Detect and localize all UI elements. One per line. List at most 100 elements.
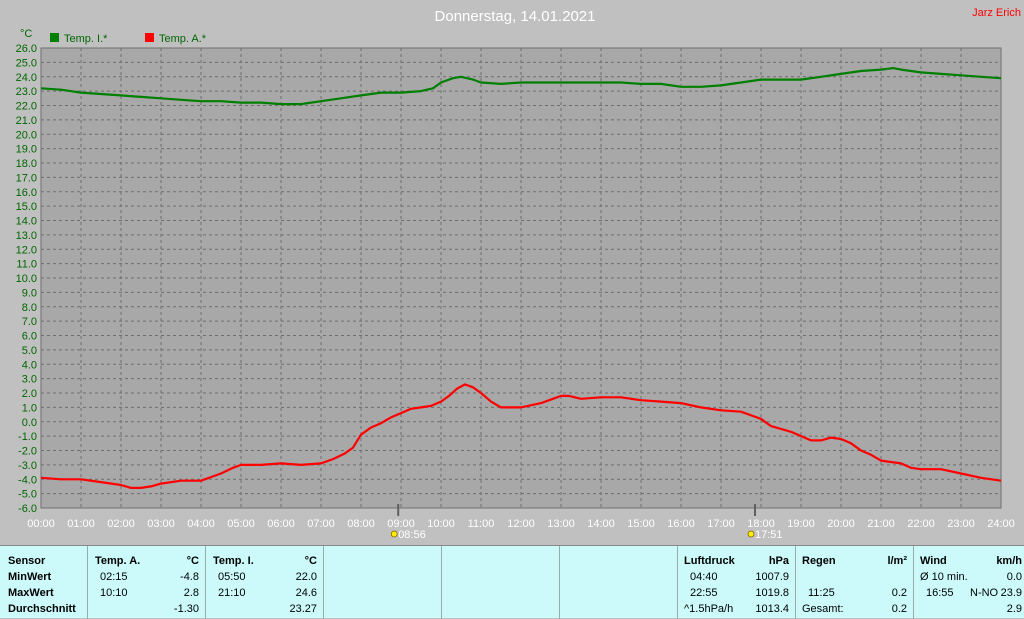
sunrise-time-label: 08:56 [398, 529, 426, 541]
sensor-max-label: MaxWert [8, 587, 54, 599]
x-tick-label: 10:00 [427, 518, 455, 530]
y-tick-label: 10.0 [16, 273, 37, 285]
x-tick-label: 09:00 [387, 518, 415, 530]
legend-label-temp-i: Temp. I.* [64, 33, 108, 45]
y-tick-label: 9.0 [22, 287, 37, 299]
y-tick-label: 4.0 [22, 359, 37, 371]
temp-i-min-value: 22.0 [295, 571, 317, 583]
temp-i-unit: °C [304, 555, 317, 567]
rain-total-label: Gesamt: [802, 603, 844, 615]
wind-avg-value: 0.0 [1006, 571, 1022, 583]
x-tick-label: 04:00 [187, 518, 215, 530]
y-tick-label: 1.0 [22, 402, 37, 414]
y-tick-label: 26.0 [16, 43, 37, 55]
y-tick-label: 19.0 [16, 144, 37, 156]
y-tick-label: 17.0 [16, 172, 37, 184]
stats-col-rain: Regen l/m² 11:25 0.2 Gesamt: 0.2 [796, 546, 914, 619]
x-tick-label: 11:00 [468, 518, 495, 530]
legend-swatch-temp-i [50, 33, 59, 42]
stats-col-temp-i: Temp. I. °C 05:50 22.0 21:10 24.6 23.27 [206, 546, 324, 619]
wind-avg-label: Ø 10 min. [920, 571, 968, 583]
y-tick-label: 2.0 [22, 388, 37, 400]
wind-max-direction: N-NO [970, 587, 999, 599]
x-tick-label: 02:00 [107, 518, 135, 530]
y-tick-label: 11.0 [16, 259, 37, 271]
temp-a-header: Temp. A. [95, 555, 141, 567]
wind-max-time: 16:55 [926, 587, 954, 599]
pressure-trend-value: 1013.4 [755, 603, 789, 615]
x-tick-label: 22:00 [907, 518, 935, 530]
rain-total-value: 0.2 [891, 603, 907, 615]
temp-a-avg-value: -1.30 [173, 603, 199, 615]
sensor-min-label: MinWert [8, 571, 52, 583]
stats-col-empty-3 [560, 546, 678, 619]
stats-col-temp-a: Temp. A. °C 02:15 -4.8 10:10 2.8 -1.30 [88, 546, 206, 619]
pressure-unit: hPa [768, 555, 789, 567]
stats-col-wind: Wind km/h Ø 10 min. 0.0 16:55 N-NO 23.9 … [914, 546, 1024, 619]
x-tick-label: 07:00 [307, 518, 335, 530]
y-tick-label: 23.0 [16, 86, 37, 98]
temp-a-max-time: 10:10 [100, 587, 128, 599]
y-tick-label: -2.0 [18, 446, 37, 458]
chart: 26.0 25.0 24.0 23.0 22.0 21.0 20.0 19.0 18.0 17.0… [16, 7, 1021, 541]
temp-a-min-time: 02:15 [100, 571, 128, 583]
x-tick-label: 01:00 [67, 518, 95, 530]
y-tick-label: 14.0 [16, 216, 37, 228]
y-tick-label: 13.0 [16, 230, 37, 242]
sunrise-icon [390, 530, 398, 538]
y-tick-label: 18.0 [16, 158, 37, 170]
grid [40, 47, 1002, 509]
rain-header: Regen [802, 555, 836, 567]
x-tick-label: 20:00 [827, 518, 855, 530]
temp-i-max-value: 24.6 [295, 587, 317, 599]
legend-label-temp-a: Temp. A.* [159, 33, 207, 45]
rain-unit: l/m² [887, 555, 907, 567]
y-tick-label: 24.0 [16, 72, 37, 84]
x-tick-label: 00:00 [27, 518, 55, 530]
time-markers: 08:56 17:51 [390, 504, 783, 541]
x-tick-label: 13:00 [547, 518, 575, 530]
temp-a-unit: °C [186, 555, 199, 567]
pressure-max-value: 1019.8 [755, 587, 789, 599]
legend-swatch-temp-a [145, 33, 154, 42]
y-tick-label: 25.0 [16, 57, 37, 69]
y-tick-label: 22.0 [16, 101, 37, 113]
stats-col-sensor: Sensor MinWert MaxWert Durchschnitt [0, 546, 88, 619]
plot-border [40, 47, 1002, 509]
y-axis-unit: °C [20, 28, 32, 40]
x-tick-labels: 00:00 01:00 02:00 03:00 04:00 05:00 06:00 07:00… [27, 518, 1015, 530]
temp-a-max-value: 2.8 [183, 587, 199, 599]
stats-col-empty-2 [442, 546, 560, 619]
y-tick-label: 15.0 [16, 201, 37, 213]
x-tick-label: 18:00 [747, 518, 775, 530]
sensor-header: Sensor [8, 555, 46, 567]
stats-col-empty-1 [324, 546, 442, 619]
wind-last-value: 2.9 [1006, 603, 1022, 615]
temp-i-max-time: 21:10 [218, 587, 246, 599]
series-line-temp-i [40, 66, 1002, 106]
wind-max-value: 23.9 [1000, 587, 1022, 599]
temp-i-avg-value: 23.27 [289, 603, 317, 615]
y-tick-label: 5.0 [22, 345, 37, 357]
y-tick-labels: 26.0 25.0 24.0 23.0 22.0 21.0 20.0 19.0 18.0 17.0… [16, 43, 37, 515]
chart-title: Donnerstag, 14.01.2021 [435, 8, 596, 25]
x-tick-label: 16:00 [667, 518, 695, 530]
y-tick-label: 21.0 [16, 115, 37, 127]
y-tick-label: 16.0 [16, 187, 37, 199]
y-tick-label: -4.0 [18, 474, 37, 486]
sunset-icon [747, 530, 755, 538]
y-tick-label: 3.0 [22, 374, 37, 386]
pressure-header: Luftdruck [684, 555, 735, 567]
pressure-max-time: 22:55 [690, 587, 718, 599]
y-tick-label: -1.0 [18, 431, 37, 443]
y-tick-label: 0.0 [22, 417, 37, 429]
legend: Temp. I.* Temp. A.* [50, 33, 207, 45]
temp-i-min-time: 05:50 [218, 571, 246, 583]
x-tick-label: 21:00 [867, 518, 895, 530]
pressure-min-value: 1007.9 [755, 571, 789, 583]
y-tick-label: 8.0 [22, 302, 37, 314]
stats-col-pressure: Luftdruck hPa 04:40 1007.9 22:55 1019.8 … [678, 546, 796, 619]
x-tick-label: 24:00 [987, 518, 1015, 530]
x-tick-label: 03:00 [147, 518, 175, 530]
y-tick-label: 6.0 [22, 331, 37, 343]
